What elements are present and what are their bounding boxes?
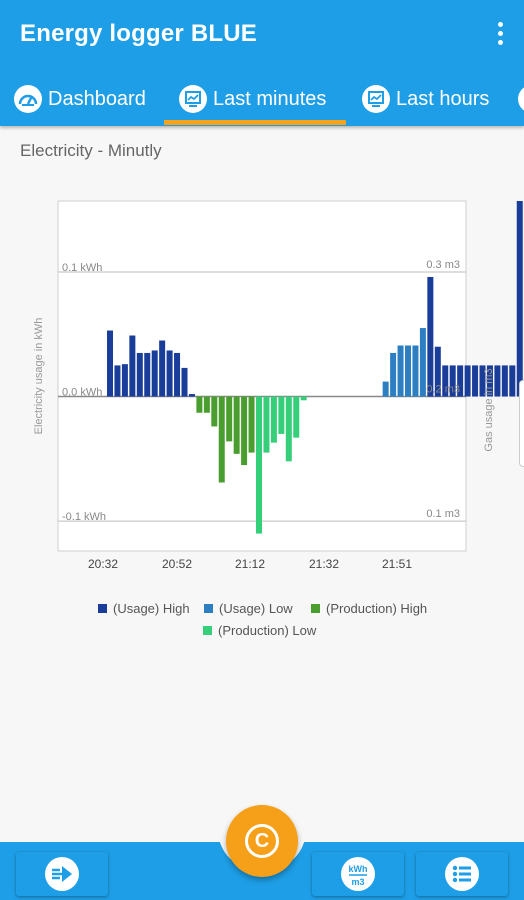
- chart-bar: [233, 396, 240, 454]
- chart-bar: [449, 365, 456, 397]
- legend-swatch: [203, 626, 212, 635]
- chart-bar: [256, 396, 262, 534]
- y2-axis-title: Gas usage in m3: [483, 368, 495, 451]
- chart-bar: [226, 396, 233, 442]
- legend-swatch: [204, 604, 213, 613]
- chart-subtitle: Electricity - Minutly: [20, 141, 162, 160]
- legend-label: (Usage) Low: [219, 601, 293, 616]
- x-tick-label: 21:12: [235, 557, 265, 571]
- chart-bar: [501, 365, 508, 397]
- chart-bar: [114, 365, 121, 397]
- legend-label: (Production) Low: [218, 623, 317, 638]
- x-tick-label: 21:32: [309, 557, 339, 571]
- x-tick-label: 20:52: [162, 557, 192, 571]
- tab-label: Dashboard: [48, 87, 146, 110]
- chart-bar: [494, 365, 501, 397]
- chart-bar: [479, 365, 486, 397]
- tab-label: Last hours: [396, 87, 490, 110]
- legend-label: (Production) High: [326, 601, 427, 616]
- tab-dashboard[interactable]: Dashboard: [14, 72, 146, 126]
- x-tick-label: 20:32: [88, 557, 118, 571]
- y-axis-title: Electricity usage in kWh: [33, 318, 45, 435]
- y2-tick-label: 0.2 m3: [426, 384, 460, 396]
- refresh-icon: C: [245, 824, 279, 858]
- chart-bar: [278, 396, 285, 434]
- y-tick-label: 0.1 kWh: [62, 262, 102, 274]
- chart-bar: [293, 396, 300, 438]
- svg-text:m3: m3: [351, 877, 364, 887]
- tab-indicator: [164, 120, 346, 125]
- chart-bar: [486, 365, 493, 397]
- app-title: Energy logger BLUE: [20, 20, 257, 47]
- chart-bar: [211, 396, 218, 427]
- legend-label: (Usage) High: [113, 601, 190, 616]
- y2-tick-label: 0.3 m3: [426, 259, 460, 271]
- chart-bar: [442, 365, 449, 397]
- chart-bar: [136, 352, 143, 397]
- tab-last-minutes[interactable]: Last minutes: [179, 72, 326, 126]
- x-tick-label: 21:51: [382, 557, 412, 571]
- chart-bar: [107, 330, 113, 397]
- energy-chart: 0.1 kWh 0.0 kWh -0.1 kWh 0.3 m3 0.2 m3 0.1 m3…: [33, 200, 523, 638]
- chart-bar: [516, 201, 523, 397]
- chart-bar: [270, 396, 277, 443]
- chart-bar: [457, 365, 464, 397]
- more-vert-icon[interactable]: [490, 22, 510, 50]
- next-button[interactable]: [16, 852, 108, 896]
- chart-bar: [241, 396, 248, 466]
- chart-bar: [248, 396, 255, 453]
- chart-bar: [181, 367, 188, 397]
- chart-bar: [285, 396, 292, 462]
- chart-bar: [144, 352, 151, 397]
- chart-bar: [159, 340, 166, 397]
- app-bar: Energy logger BLUE: [0, 0, 524, 72]
- chart-bar: [121, 364, 128, 397]
- chart-bar: [427, 276, 434, 397]
- chart-bar: [434, 346, 441, 397]
- chart-icon: [179, 85, 207, 113]
- tab-label: Last minutes: [213, 87, 327, 110]
- y-tick-label: -0.1 kWh: [62, 511, 106, 523]
- dashboard-icon: [14, 85, 42, 113]
- chart-bar: [472, 365, 479, 397]
- list-button[interactable]: [416, 852, 508, 896]
- chart-bar: [263, 396, 270, 453]
- chart-bar: [300, 396, 307, 401]
- chart-bar: [196, 396, 203, 413]
- units-button[interactable]: kWh m3: [312, 852, 404, 896]
- svg-text:kWh: kWh: [349, 864, 368, 874]
- side-drawer-handle[interactable]: [519, 380, 524, 467]
- chart-bar: [129, 335, 136, 397]
- chart-bar: [509, 365, 516, 397]
- refresh-button[interactable]: C: [226, 805, 298, 877]
- chart-bar: [464, 365, 471, 397]
- tab-overflow[interactable]: [518, 72, 524, 126]
- chart-icon: [362, 85, 390, 113]
- chart-bar: [166, 350, 173, 397]
- chart-bar: [390, 352, 397, 397]
- chart-bar: [218, 396, 225, 483]
- chart-bar: [412, 345, 419, 397]
- chart-bar: [419, 328, 426, 397]
- list-icon: [445, 857, 479, 891]
- chart-bar: [397, 345, 404, 397]
- chart-bar: [174, 352, 181, 397]
- chart-bar: [151, 350, 158, 397]
- kwh-m3-icon: kWh m3: [341, 857, 375, 891]
- chart-bar: [203, 396, 210, 413]
- chart-icon: [518, 85, 524, 113]
- chart-bar: [188, 394, 195, 397]
- legend-swatch: [98, 604, 107, 613]
- tab-bar: Dashboard Last minutes Last hours: [0, 72, 524, 126]
- legend-swatch: [311, 604, 320, 613]
- y-tick-label: 0.0 kWh: [62, 387, 102, 399]
- y2-tick-label: 0.1 m3: [426, 508, 460, 520]
- chart-bar: [405, 345, 411, 397]
- chart-bar: [382, 381, 389, 397]
- tab-last-hours[interactable]: Last hours: [362, 72, 489, 126]
- arrow-right-icon: [45, 857, 79, 891]
